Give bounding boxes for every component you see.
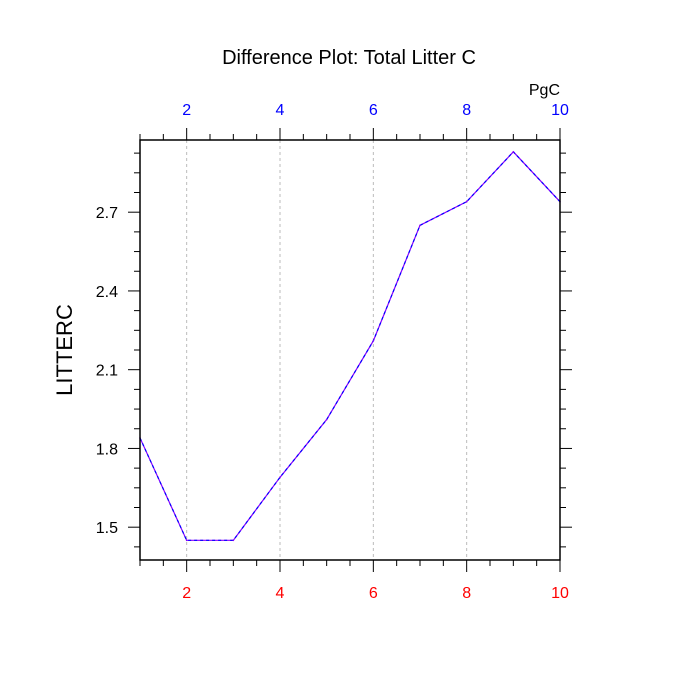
x-tick-label-bottom: 6 — [369, 585, 378, 602]
x-tick-label-top: 4 — [276, 102, 285, 119]
plot-frame — [139, 139, 561, 561]
series-line-dash — [139, 150, 561, 541]
data-point — [325, 418, 328, 421]
chart-title: Difference Plot: Total Litter C — [222, 47, 476, 69]
x-tick-label-top: 8 — [462, 102, 471, 119]
data-point — [372, 340, 375, 342]
x-tick-label-top: 6 — [369, 102, 378, 119]
y-tick-label: 2.4 — [96, 284, 118, 301]
x-tick-label-bottom: 8 — [462, 585, 471, 602]
x-tick-label-top: 10 — [551, 102, 569, 119]
x-tick-label-top: 2 — [182, 102, 191, 119]
data-point — [419, 224, 421, 227]
series-line — [139, 150, 561, 541]
axis-ticks — [128, 128, 572, 572]
data-point — [465, 200, 468, 203]
x-tick-label-bottom: 2 — [182, 585, 191, 602]
top-axis-unit-label: PgC — [529, 82, 560, 99]
y-tick-label: 2.1 — [96, 363, 118, 380]
data-point — [512, 151, 515, 153]
data-point — [232, 539, 235, 542]
y-tick-label: 1.8 — [96, 441, 118, 458]
y-tick-label: 1.5 — [96, 520, 118, 537]
y-tick-label: 2.7 — [96, 205, 118, 222]
data-series — [139, 150, 561, 542]
y-axis-label: LITTERC — [52, 304, 77, 396]
vertical-grid — [186, 140, 468, 560]
data-point — [185, 539, 188, 542]
x-tick-label-bottom: 4 — [276, 585, 285, 602]
tick-labels: 2 2 4 4 6 6 8 8 10 10 1.5 1.8 2.1 2.4 2.7 — [96, 102, 569, 602]
data-point — [279, 476, 281, 479]
x-tick-label-bottom: 10 — [551, 585, 569, 602]
